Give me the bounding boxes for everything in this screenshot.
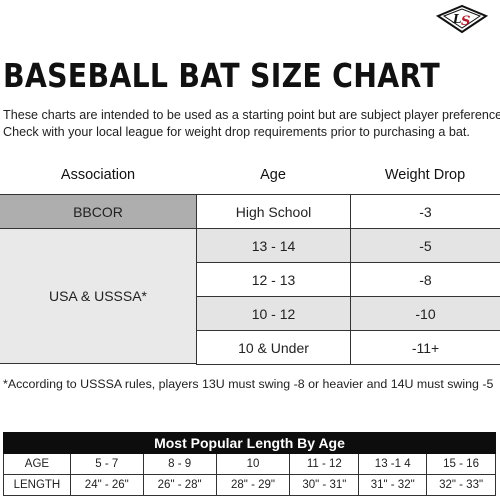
weight-drop-cell: -11+: [350, 330, 500, 365]
age-cell: 10 & Under: [196, 330, 350, 365]
association-cell: USA & USSSA*: [0, 228, 196, 364]
louisville-slugger-logo: L S: [436, 4, 488, 34]
length-cell: 28" - 29": [216, 475, 291, 496]
table-row: 10 - 12 -10: [196, 296, 500, 330]
length-cell: 26" - 28": [143, 475, 217, 496]
association-cell: BBCOR: [0, 194, 196, 228]
age-cell: 13 -1 4: [359, 454, 428, 475]
length-row: LENGTH 24" - 26" 26" - 28" 28" - 29" 30"…: [3, 475, 496, 496]
weight-drop-cell: -10: [350, 296, 500, 330]
age-row: AGE 5 - 7 8 - 9 10 11 - 12 13 -1 4 15 - …: [3, 454, 496, 475]
table-row: 13 - 14 -5: [196, 228, 500, 262]
page-title: BASEBALL BAT SIZE CHART: [3, 56, 440, 95]
intro-line: These charts are intended to be used as …: [3, 108, 500, 122]
length-cell: 32" - 33": [427, 475, 496, 496]
header-age: Age: [260, 167, 286, 183]
length-cell: 24" - 26": [70, 475, 144, 496]
weight-drop-cell: -3: [350, 194, 500, 228]
intro-line: Check with your local league for weight …: [3, 125, 470, 139]
weight-drop-cell: -5: [350, 228, 500, 262]
footnote: *According to USSSA rules, players 13U m…: [3, 377, 494, 391]
header-association: Association: [60, 167, 136, 183]
row-header-cell: AGE: [4, 454, 71, 475]
header-weight-drop: Weight Drop: [384, 167, 466, 183]
age-cell: 11 - 12: [290, 454, 360, 475]
length-cell: 31" - 32": [359, 475, 428, 496]
size-chart-table: BBCOR USA & USSSA* High School -3 13 - 1…: [0, 194, 500, 365]
age-cell: 10 - 12: [196, 296, 350, 330]
length-table-title: Most Popular Length By Age: [3, 432, 496, 454]
length-by-age-table: Most Popular Length By Age AGE 5 - 7 8 -…: [3, 432, 496, 496]
age-cell: 15 - 16: [427, 454, 496, 475]
intro-text: These charts are intended to be used as …: [3, 107, 500, 141]
svg-text:S: S: [461, 14, 470, 29]
age-cell: 8 - 9: [143, 454, 217, 475]
svg-text:L: L: [452, 12, 461, 26]
age-cell: 5 - 7: [70, 454, 144, 475]
table-row: 10 & Under -11+: [196, 330, 500, 365]
row-header-cell: LENGTH: [4, 475, 71, 496]
age-cell: 13 - 14: [196, 228, 350, 262]
length-cell: 30" - 31": [290, 475, 360, 496]
table-row: 12 - 13 -8: [196, 262, 500, 296]
age-cell: 12 - 13: [196, 262, 350, 296]
table-row: High School -3: [196, 194, 500, 228]
age-cell: High School: [196, 194, 350, 228]
weight-drop-cell: -8: [350, 262, 500, 296]
age-cell: 10: [216, 454, 291, 475]
